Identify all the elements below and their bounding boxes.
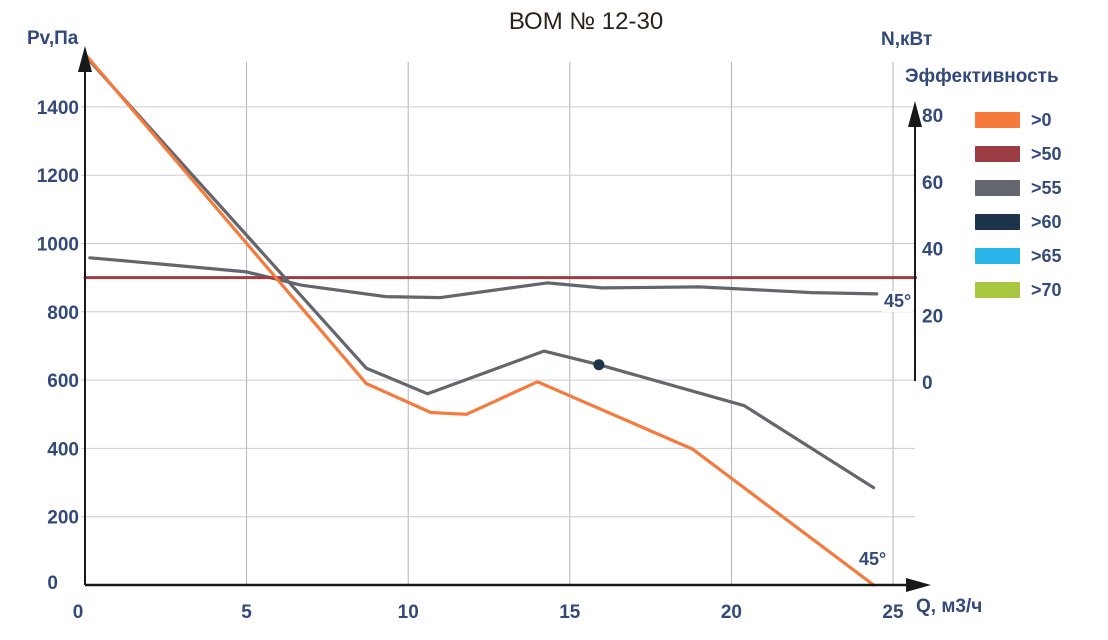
series-N-curve [88, 256, 879, 300]
y-left-tick-label: 400 [47, 439, 79, 460]
data-point-marker [593, 359, 605, 371]
legend-item: >70 [905, 280, 1105, 300]
x-tick-label: 0 [73, 602, 84, 623]
y-left-tick-label: 1200 [37, 166, 79, 187]
x-tick-label: 20 [721, 602, 742, 623]
legend-label: >55 [1031, 178, 1062, 198]
legend-label: >65 [1031, 246, 1062, 266]
legend-label: >0 [1031, 110, 1052, 130]
legend-label: >70 [1031, 280, 1062, 300]
x-axis-title: Q, м3/ч [916, 596, 983, 617]
efficiency-legend: Эффективность >0 >50 >55 >60 >65 >70 [905, 66, 1105, 300]
y-left-axis-arrow [78, 46, 92, 72]
legend-swatch [975, 214, 1020, 230]
y-right-tick-label: 60 [922, 173, 943, 194]
legend-swatch [975, 146, 1020, 162]
x-tick-label: 5 [241, 602, 252, 623]
legend-swatch [975, 180, 1020, 196]
legend-item: >55 [905, 178, 1105, 198]
left-axis-title: Pv,Па [27, 28, 79, 49]
y-right-axis-arrow [908, 101, 922, 127]
y-left-tick-label: 600 [47, 371, 79, 392]
y-right-tick-label: 40 [922, 240, 943, 261]
y-left-tick-label: 800 [47, 303, 79, 324]
legend-swatch [975, 282, 1020, 298]
angle-annotation-n-curve: 45° [882, 291, 914, 312]
series-Pv-curve-orange [83, 52, 876, 587]
legend-item: >0 [905, 110, 1105, 130]
legend-item: >50 [905, 144, 1105, 164]
chart-title: ВОМ № 12-30 [508, 8, 664, 35]
x-tick-label: 25 [882, 602, 904, 623]
legend-item: >60 [905, 212, 1105, 232]
legend-swatch [975, 112, 1020, 128]
legend-label: >50 [1031, 144, 1062, 164]
y-right-tick-label: 20 [922, 306, 943, 327]
y-left-tick-label: 0 [47, 573, 58, 594]
right-axis-title: N,кВт [881, 29, 933, 50]
x-tick-label: 10 [398, 602, 419, 623]
x-tick-label: 15 [559, 602, 581, 623]
legend-swatch [975, 248, 1020, 264]
series-Pv-curve-gray [83, 54, 876, 490]
y-left-tick-label: 1000 [37, 235, 79, 256]
legend-title: Эффективность [905, 66, 1059, 87]
y-left-tick-label: 1400 [37, 98, 79, 119]
legend-rows: >0 >50 >55 >60 >65 >70 [905, 110, 1105, 300]
angle-annotation-pv-curve: 45° [857, 549, 889, 570]
y-left-tick-label: 200 [47, 508, 79, 529]
legend-item: >65 [905, 246, 1105, 266]
legend-label: >60 [1031, 212, 1062, 232]
y-right-tick-label: 80 [922, 106, 943, 127]
y-right-tick-label: 0 [922, 373, 933, 394]
x-axis-arrow [906, 578, 931, 592]
